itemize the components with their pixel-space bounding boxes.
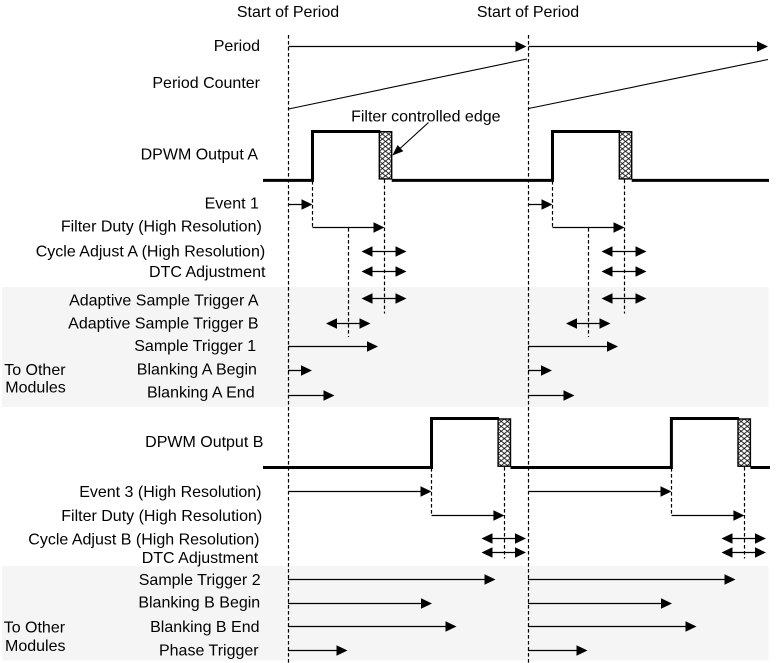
svg-text:Phase Trigger: Phase Trigger (159, 643, 259, 660)
svg-text:Blanking A Begin: Blanking A Begin (137, 362, 257, 379)
svg-text:Event 3 (High Resolution): Event 3 (High Resolution) (79, 484, 261, 501)
svg-text:Sample Trigger 2: Sample Trigger 2 (139, 572, 261, 589)
svg-text:Filter controlled edge: Filter controlled edge (351, 108, 501, 125)
svg-text:DPWM Output B: DPWM Output B (145, 434, 263, 451)
svg-text:Period: Period (214, 38, 260, 55)
svg-text:Cycle Adjust B (High Resolutio: Cycle Adjust B (High Resolution) (28, 532, 259, 549)
svg-text:Start of Period: Start of Period (477, 4, 579, 21)
svg-text:Cycle Adjust A (High Resolutio: Cycle Adjust A (High Resolution) (36, 244, 265, 261)
svg-text:Event 1: Event 1 (205, 196, 259, 213)
svg-text:Filter Duty (High Resolution): Filter Duty (High Resolution) (61, 508, 262, 525)
svg-text:Adaptive Sample Trigger B: Adaptive Sample Trigger B (68, 315, 258, 332)
svg-text:Filter Duty (High Resolution): Filter Duty (High Resolution) (61, 219, 262, 236)
svg-text:To Other: To Other (4, 619, 66, 636)
svg-text:DTC Adjustment: DTC Adjustment (149, 264, 266, 281)
svg-text:DTC Adjustment: DTC Adjustment (142, 550, 259, 567)
svg-text:Period Counter: Period Counter (152, 75, 260, 92)
svg-text:Sample Trigger 1: Sample Trigger 1 (134, 338, 256, 355)
svg-text:To Other: To Other (4, 362, 66, 379)
svg-text:Blanking B End: Blanking B End (150, 619, 259, 636)
svg-text:Modules: Modules (5, 638, 65, 655)
svg-text:Modules: Modules (5, 380, 65, 397)
svg-text:Blanking B Begin: Blanking B Begin (138, 594, 260, 611)
svg-text:Adaptive Sample Trigger A: Adaptive Sample Trigger A (69, 292, 259, 309)
svg-text:DPWM Output A: DPWM Output A (141, 147, 259, 164)
svg-text:Start of Period: Start of Period (237, 4, 339, 21)
svg-text:Blanking A End: Blanking A End (147, 384, 255, 401)
